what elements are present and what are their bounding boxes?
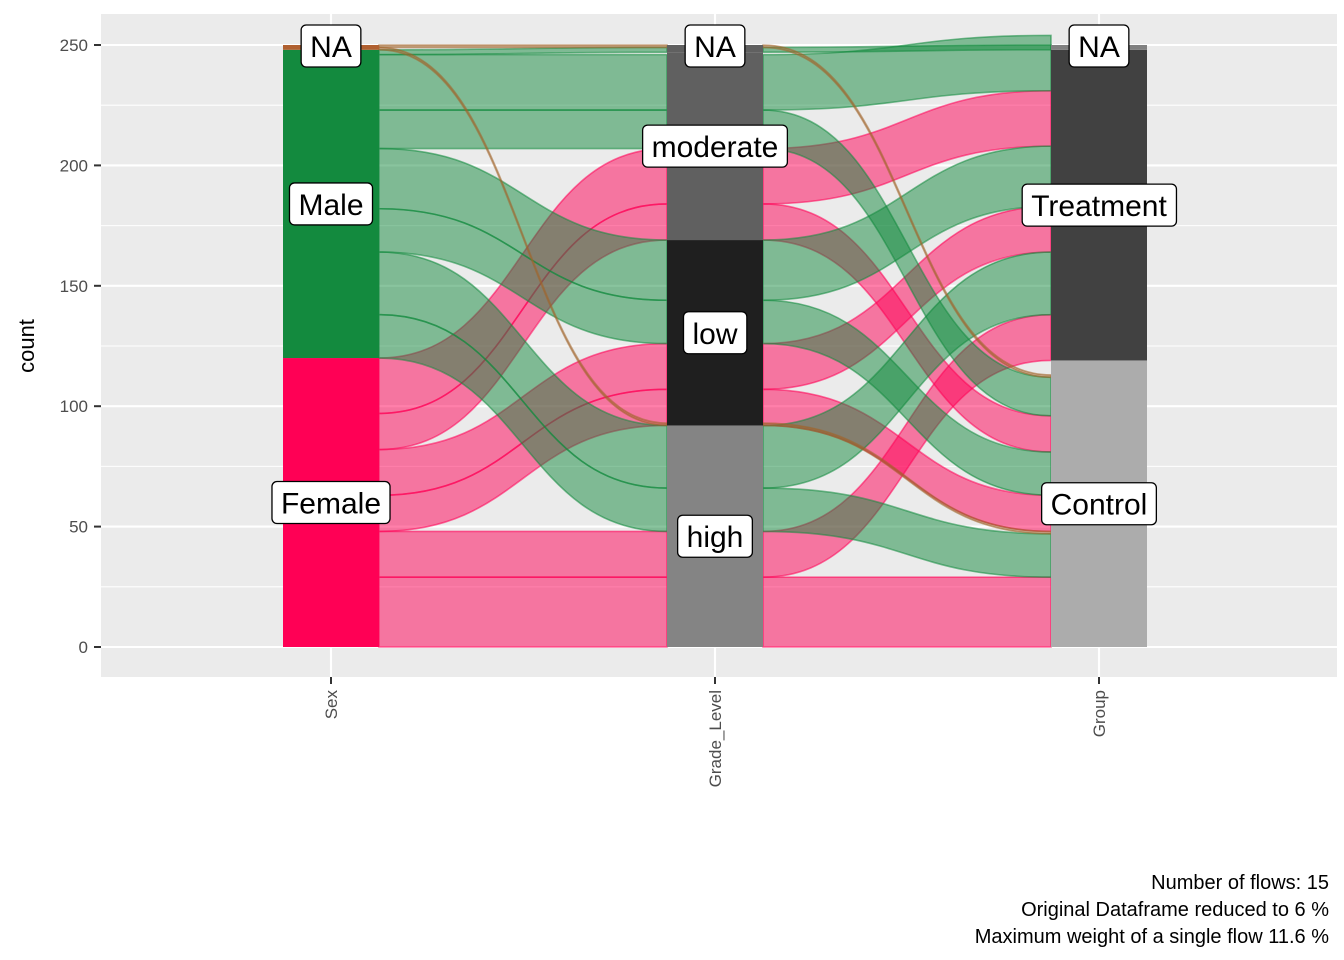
y-tick-label: 50 — [69, 518, 88, 537]
x-tick-label: Grade_Level — [706, 690, 725, 787]
stratum-label-box — [1021, 183, 1178, 227]
stratum-label-box — [271, 480, 391, 525]
caption-line: Maximum weight of a single flow 11.6 % — [975, 926, 1329, 948]
stratum-label-text: Treatment — [1031, 190, 1167, 223]
stratum-label-box — [288, 182, 374, 226]
flow-ribbon — [378, 44, 668, 49]
y-axis-title: count — [14, 319, 39, 373]
y-tick-label: 0 — [79, 638, 88, 657]
stratum-label: Treatment — [1021, 183, 1178, 227]
y-axis: 0 50 100 150 200 250 — [60, 36, 101, 657]
stratum-label-box — [682, 311, 748, 355]
caption-line: Original Dataframe reduced to 6 % — [1021, 899, 1329, 921]
stratum-label-box — [641, 124, 789, 168]
flow-ribbon — [762, 576, 1052, 648]
stratum-label: NA — [1068, 24, 1130, 68]
stratum-label-text: NA — [310, 31, 352, 64]
stratum-label-box — [1068, 24, 1130, 68]
stratum-label: NA — [684, 24, 746, 68]
y-tick-label: 200 — [60, 156, 88, 175]
stratum-label-text: low — [692, 318, 737, 351]
stratum-label: Male — [288, 182, 374, 226]
stratum-label-text: NA — [694, 31, 736, 64]
flow-ribbon — [378, 530, 668, 578]
stratum-label-text: high — [687, 521, 744, 554]
flows-layer — [378, 34, 1052, 648]
caption-line: Number of flows: 15 — [1151, 872, 1329, 894]
stratum-label-text: Male — [298, 189, 363, 222]
flow-ribbon — [378, 576, 668, 648]
stratum-label-text: Female — [281, 488, 381, 521]
caption: Number of flows: 15 Original Dataframe re… — [975, 872, 1329, 948]
stratum-label-box — [676, 514, 754, 558]
x-tick-label: Group — [1090, 690, 1109, 737]
stratum-label: Female — [271, 480, 391, 525]
stratum-label: high — [676, 514, 754, 558]
y-tick-label: 150 — [60, 277, 88, 296]
y-tick-label: 100 — [60, 397, 88, 416]
stratum-label: NA — [300, 24, 362, 68]
stratum-label-text: moderate — [652, 131, 779, 164]
stratum-label-text: Control — [1051, 489, 1148, 522]
stratum-label: low — [682, 311, 748, 355]
x-axis: Sex Grade_Level Group — [322, 677, 1109, 787]
stratum-label-box — [684, 24, 746, 68]
stratum-label-box — [1040, 482, 1158, 526]
flow-ribbon — [378, 109, 668, 150]
stratum-labels: Female Male NA high low moderate NA Control Trea… — [271, 24, 1178, 558]
stratum-label-box — [300, 24, 362, 68]
y-tick-label: 250 — [60, 36, 88, 55]
stratum-label: Control — [1040, 482, 1158, 526]
stratum-label-text: NA — [1078, 31, 1120, 64]
x-tick-label: Sex — [322, 690, 341, 720]
stratum-label: moderate — [641, 124, 789, 168]
